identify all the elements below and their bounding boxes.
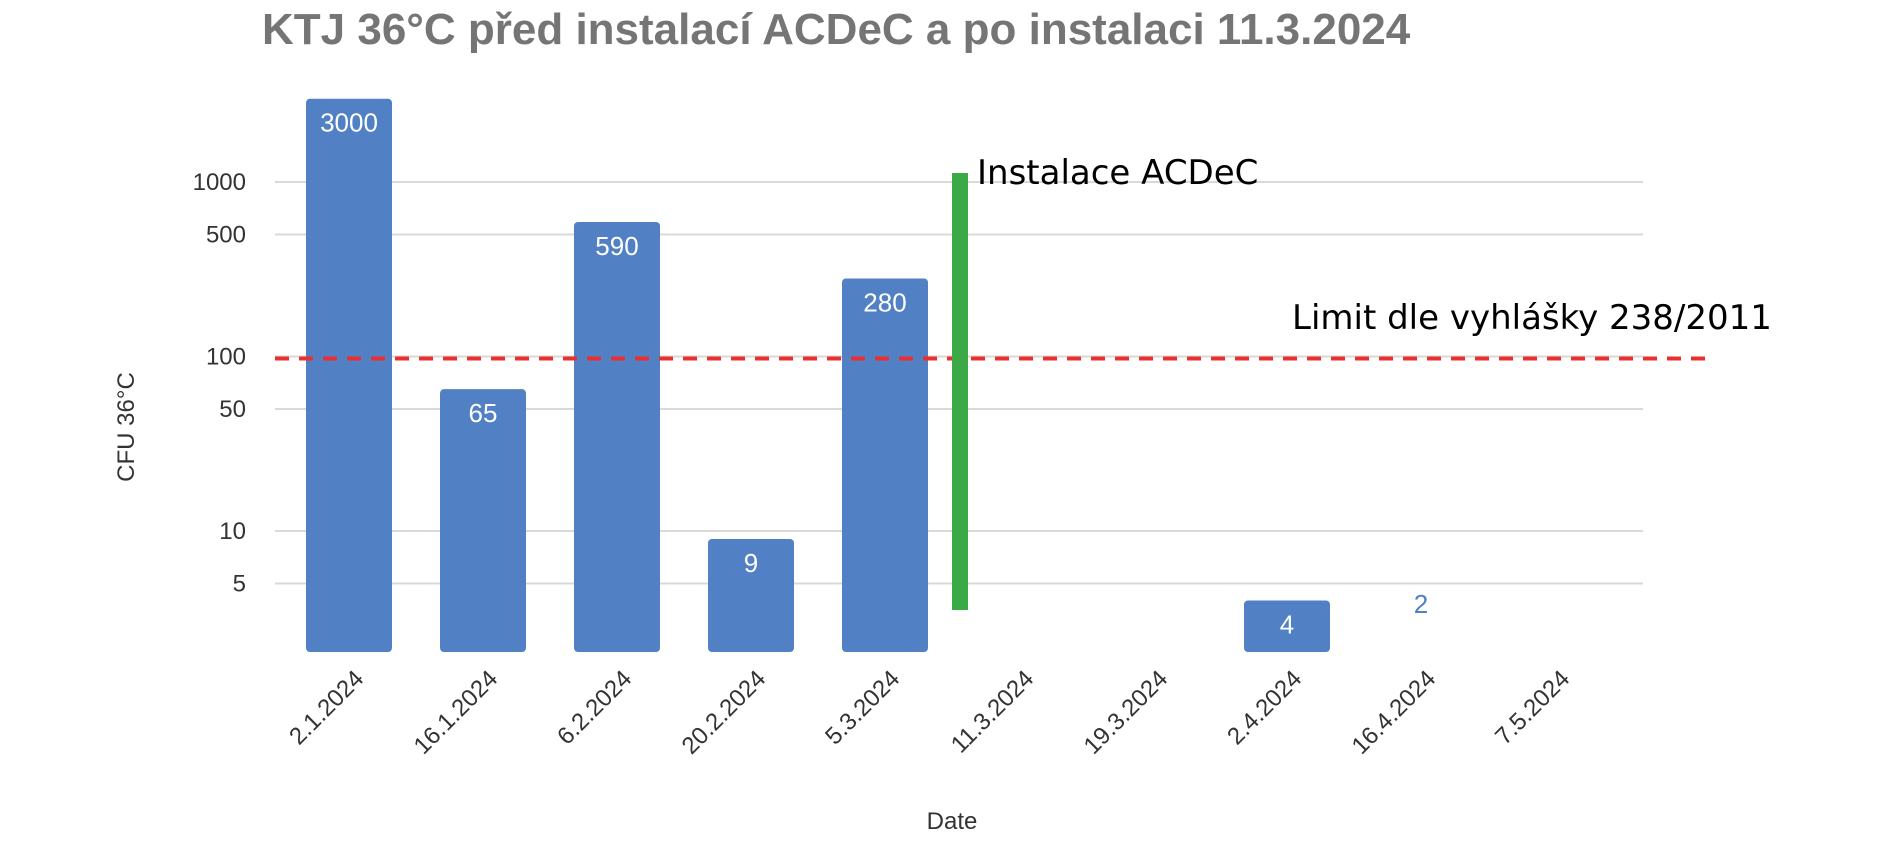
y-tick-labels: 1000 500 100 50 10 5: [193, 169, 246, 598]
y-tick-label: 1000: [193, 169, 246, 196]
y-tick-label: 50: [219, 396, 246, 423]
bar: [306, 98, 392, 653]
bar-value-label: 4: [1280, 609, 1294, 639]
bar-value-label: 65: [469, 398, 498, 428]
bar-value-label: 590: [595, 231, 638, 261]
installation-marker: [952, 173, 968, 610]
y-tick-label: 5: [233, 571, 246, 598]
x-tick-label: 16.1.2024: [409, 665, 504, 760]
bar: [1244, 600, 1330, 652]
bar: [440, 389, 526, 652]
bar-value-label: 9: [744, 548, 758, 578]
x-tick-label: 5.3.2024: [820, 665, 905, 750]
installation-label: Instalace ACDeC: [977, 153, 1258, 193]
x-tick-label: 19.3.2024: [1079, 665, 1174, 760]
x-tick-labels: 2.1.2024 16.1.2024 6.2.2024 20.2.2024 5.3.20…: [284, 665, 1575, 760]
y-tick-label: 100: [206, 344, 246, 371]
chart-title: KTJ 36°C před instalací ACDeC a po insta…: [262, 5, 1411, 54]
y-tick-label: 10: [219, 518, 246, 545]
bar: [574, 221, 660, 652]
limit-label: Limit dle vyhlášky 238/2011: [1292, 298, 1772, 338]
bar: [708, 538, 794, 652]
x-tick-label: 16.4.2024: [1347, 665, 1442, 760]
x-tick-label: 2.4.2024: [1222, 665, 1307, 750]
data-labels: 3000 65 590 9 280 4 2: [320, 108, 1428, 640]
bar-value-label: 280: [863, 287, 906, 317]
x-tick-label: 20.2.2024: [677, 665, 772, 760]
y-axis-title: CFU 36°C: [113, 372, 140, 482]
bars: [306, 98, 1330, 653]
x-tick-label: 7.5.2024: [1490, 665, 1575, 750]
x-tick-label: 2.1.2024: [284, 665, 369, 750]
bar: [842, 278, 928, 652]
bar-value-label: 2: [1414, 589, 1428, 619]
y-tick-label: 500: [206, 222, 246, 249]
x-tick-label: 6.2.2024: [552, 665, 637, 750]
x-tick-label: 11.3.2024: [946, 665, 1039, 758]
x-axis-title: Date: [927, 808, 978, 835]
bar-value-label: 3000: [320, 108, 378, 138]
